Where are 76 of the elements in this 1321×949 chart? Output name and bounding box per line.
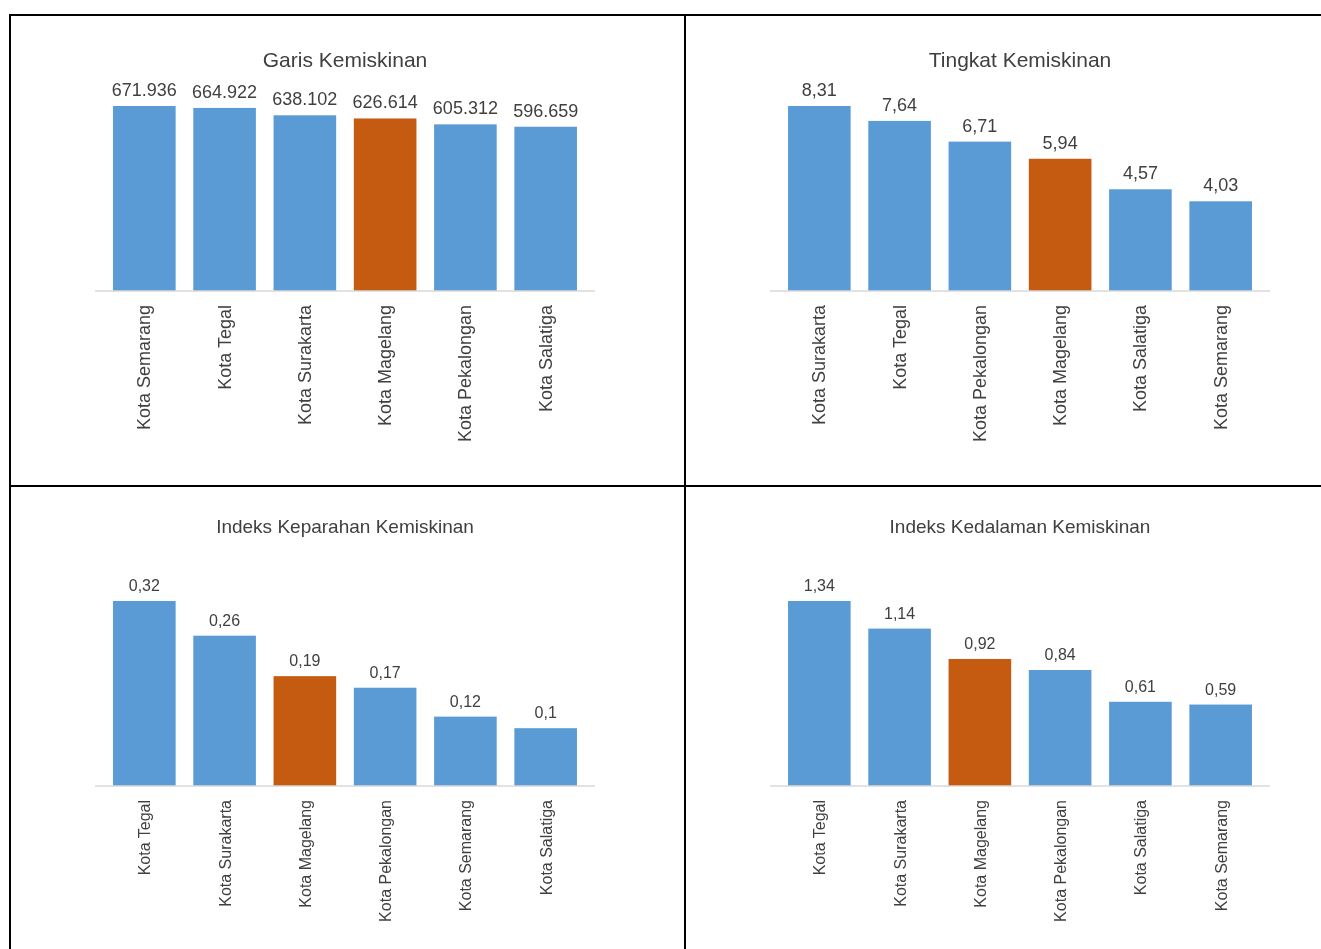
data-label: 0,61 <box>1124 677 1157 695</box>
chart-title: Tingkat Kemiskinan <box>928 48 1112 71</box>
data-label: 0,84 <box>1044 646 1076 664</box>
bar <box>868 628 931 786</box>
data-label: 5,94 <box>1042 132 1078 153</box>
bar <box>788 601 851 786</box>
bar <box>434 716 497 786</box>
x-tick-label: Kota Salatiga <box>1132 799 1150 896</box>
x-tick-label: Kota Pekalongan <box>455 305 476 443</box>
x-tick-label: Kota Magelang <box>375 305 396 427</box>
x-tick-label: Kota Pekalongan <box>377 800 395 922</box>
data-label: 1,14 <box>884 604 916 622</box>
x-tick-label: Kota Pekalongan <box>969 305 990 443</box>
bar <box>353 118 417 291</box>
data-label: 1,34 <box>803 577 835 594</box>
bar <box>1189 201 1252 291</box>
data-label: 0,32 <box>128 577 160 594</box>
bar <box>1189 704 1252 786</box>
data-label: 0,59 <box>1205 680 1237 698</box>
x-tick-label: Kota Salatiga <box>535 304 556 413</box>
bar <box>113 106 176 291</box>
bar <box>353 687 417 786</box>
x-tick-label: Kota Surakarta <box>891 799 909 907</box>
bar <box>1028 158 1092 291</box>
data-label: 638.102 <box>272 89 338 110</box>
data-label: 6,71 <box>962 115 998 136</box>
x-tick-label: Kota Magelang <box>971 800 989 908</box>
x-tick-label: Kota Tegal <box>214 305 235 390</box>
data-label: 0,12 <box>449 692 482 710</box>
x-tick-label: Kota Semarang <box>1210 305 1231 431</box>
data-label: 671.936 <box>111 80 177 100</box>
x-tick-label: Kota Magelang <box>296 800 314 908</box>
x-tick-label: Kota Salatiga <box>1130 304 1151 413</box>
x-tick-label: Kota Magelang <box>1050 305 1071 427</box>
data-label: 626.614 <box>352 92 418 113</box>
data-label: 8,31 <box>801 80 837 100</box>
bar <box>1028 670 1092 786</box>
x-tick-label: Kota Surakarta <box>294 304 315 426</box>
data-label: 0,1 <box>534 704 557 722</box>
data-label: 4,03 <box>1203 175 1239 196</box>
x-tick-label: Kota Tegal <box>811 800 829 876</box>
x-tick-label: Kota Semarang <box>134 305 155 431</box>
x-tick-label: Kota Surakarta <box>809 304 830 426</box>
bar <box>434 124 497 291</box>
bar <box>514 126 577 291</box>
x-tick-label: Kota Semarang <box>457 800 475 912</box>
x-tick-label: Kota Tegal <box>889 305 910 390</box>
data-label: 596.659 <box>513 100 579 121</box>
chart-title: Indeks Keparahan Kemiskinan <box>216 516 474 537</box>
x-tick-label: Kota Salatiga <box>537 799 555 896</box>
data-label: 664.922 <box>192 81 258 102</box>
data-label: 0,26 <box>209 611 241 629</box>
bar <box>113 601 176 786</box>
bar <box>273 115 337 291</box>
x-tick-label: Kota Pekalongan <box>1052 800 1070 922</box>
data-label: 605.312 <box>432 98 498 119</box>
x-tick-label: Kota Semarang <box>1212 800 1230 912</box>
bar <box>273 676 337 786</box>
bar <box>948 141 1012 291</box>
bar <box>948 658 1012 786</box>
data-label: 0,17 <box>369 663 401 681</box>
bar <box>193 107 256 291</box>
chart-title: Indeks Kedalaman Kemiskinan <box>889 516 1151 537</box>
bar <box>868 120 931 291</box>
data-label: 0,19 <box>289 652 321 670</box>
x-tick-label: Kota Surakarta <box>216 799 234 907</box>
bar <box>788 106 851 291</box>
bar <box>1109 701 1172 786</box>
chart-title: Garis Kemiskinan <box>262 48 428 71</box>
bar <box>1109 189 1172 291</box>
bar <box>193 635 256 786</box>
x-tick-label: Kota Tegal <box>136 800 154 876</box>
data-label: 4,57 <box>1122 163 1158 184</box>
data-label: 0,92 <box>964 634 996 652</box>
data-label: 7,64 <box>882 94 918 115</box>
bar <box>514 728 577 786</box>
